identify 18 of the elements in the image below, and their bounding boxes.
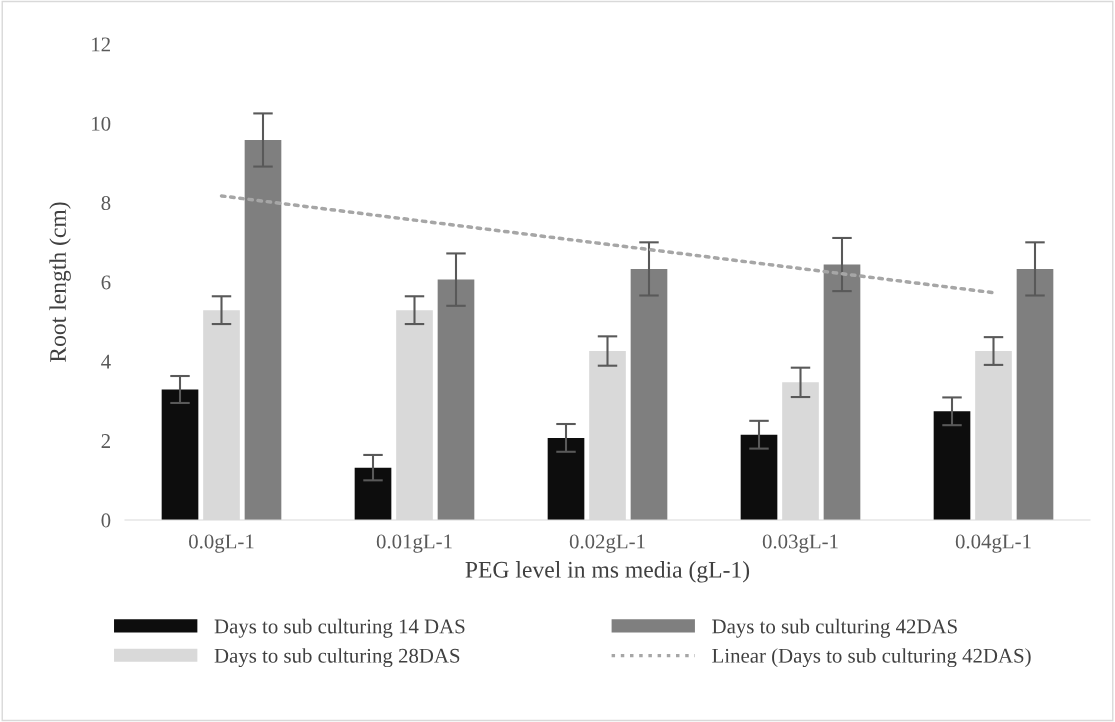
y-tick-label: 8 <box>101 196 111 211</box>
legend-label: Linear (Days to sub culturing 42DAS) <box>712 648 1031 668</box>
y-tick-label: 0 <box>101 513 111 528</box>
y-tick-label: 4 <box>101 354 111 369</box>
x-tick-label: 0.0gL-1 <box>189 534 254 553</box>
legend-label: Days to sub culturing 14 DAS <box>214 618 465 638</box>
y-axis-title: Root length (cm) <box>49 202 71 362</box>
y-tick-label: 10 <box>92 116 111 131</box>
legend-label: Days to sub culturing 42DAS <box>712 618 957 638</box>
x-tick-label: 0.03gL-1 <box>762 534 838 553</box>
legend-label: Days to sub culturing 28DAS <box>214 648 460 668</box>
x-tick-label: 0.01gL-1 <box>376 534 452 553</box>
x-tick-label: 0.02gL-1 <box>569 534 645 553</box>
y-tick-label: 2 <box>101 434 110 448</box>
y-tick-label: 12 <box>92 37 110 52</box>
x-tick-label: 0.04gL-1 <box>955 534 1031 553</box>
x-axis-title: PEG level in ms media (gL-1) <box>465 561 750 583</box>
y-tick-label: 6 <box>101 275 111 290</box>
